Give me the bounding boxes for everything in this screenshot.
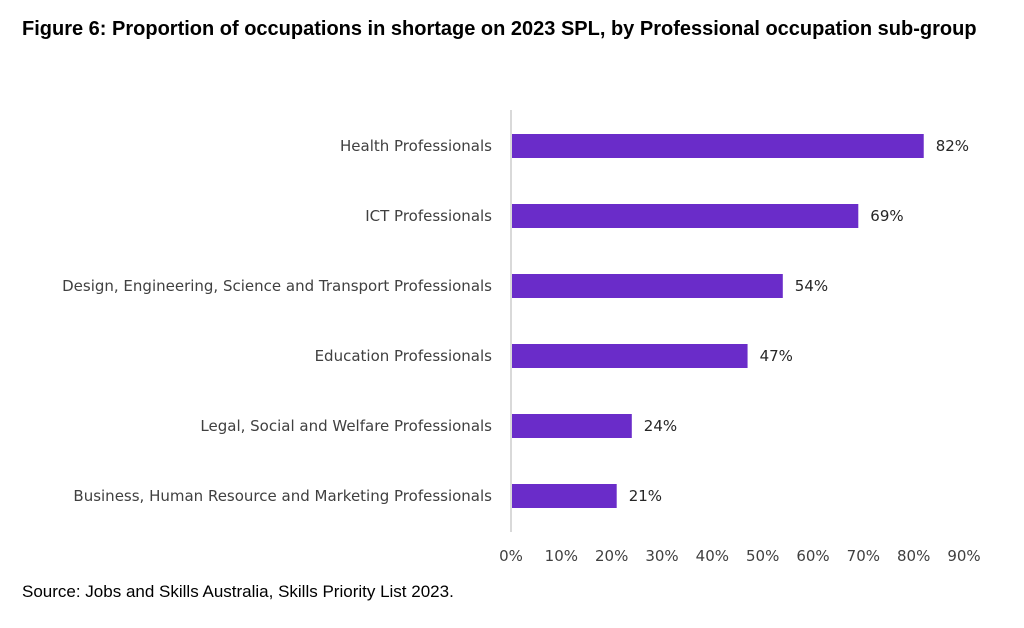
value-label-4: 24% (644, 417, 677, 435)
category-labels: Health Professionals ICT Professionals Des… (62, 137, 492, 505)
category-label-4: Legal, Social and Welfare Professionals (200, 417, 492, 435)
category-label-3: Education Professionals (315, 347, 493, 365)
bar-4 (511, 414, 632, 438)
bar-1 (511, 204, 859, 228)
value-label-0: 82% (936, 137, 969, 155)
source-note: Source: Jobs and Skills Australia, Skill… (22, 582, 454, 601)
x-tick-label-7: 70% (847, 547, 880, 565)
chart-title: Figure 6: Proportion of occupations in s… (22, 18, 977, 40)
bars-group (511, 134, 924, 508)
bar-chart: Health Professionals ICT Professionals Des… (62, 110, 981, 565)
x-tick-label-8: 80% (897, 547, 930, 565)
value-label-3: 47% (760, 347, 793, 365)
x-tick-label-2: 20% (595, 547, 628, 565)
x-tick-label-5: 50% (746, 547, 779, 565)
bar-3 (511, 344, 748, 368)
bar-0 (511, 134, 924, 158)
x-tick-label-1: 10% (545, 547, 578, 565)
value-label-5: 21% (629, 487, 662, 505)
value-labels: 82% 69% 54% 47% 24% 21% (629, 137, 969, 505)
x-tick-label-3: 30% (645, 547, 678, 565)
category-label-5: Business, Human Resource and Marketing P… (73, 487, 492, 505)
value-label-2: 54% (795, 277, 828, 295)
bar-2 (511, 274, 783, 298)
bar-5 (511, 484, 617, 508)
x-axis-ticks: 0% 10% 20% 30% 40% 50% 60% 70% 80% 90% (499, 547, 981, 565)
category-label-0: Health Professionals (340, 137, 492, 155)
category-label-1: ICT Professionals (365, 207, 492, 225)
x-tick-label-4: 40% (696, 547, 729, 565)
value-label-1: 69% (870, 207, 903, 225)
category-label-2: Design, Engineering, Science and Transpo… (62, 277, 492, 295)
x-tick-label-9: 90% (947, 547, 980, 565)
x-tick-label-0: 0% (499, 547, 523, 565)
x-tick-label-6: 60% (796, 547, 829, 565)
